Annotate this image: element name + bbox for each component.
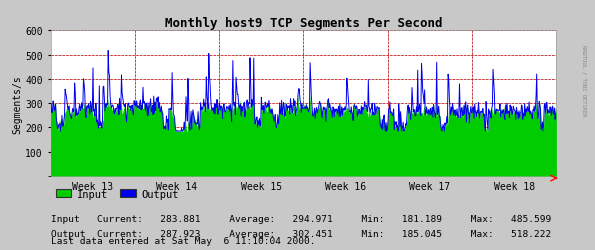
Title: Monthly host9 TCP Segments Per Second: Monthly host9 TCP Segments Per Second [165, 17, 442, 30]
Text: Input   Current:   283.881     Average:   294.971     Min:   181.189     Max:   : Input Current: 283.881 Average: 294.971 … [51, 214, 551, 223]
Y-axis label: Segments/s: Segments/s [12, 74, 23, 133]
Text: RRDTOOL / TOBI OETIKER: RRDTOOL / TOBI OETIKER [582, 45, 587, 116]
Text: Last data entered at Sat May  6 11:10:04 2000.: Last data entered at Sat May 6 11:10:04 … [51, 236, 315, 245]
Legend: Input, Output: Input, Output [56, 189, 178, 199]
Text: Output  Current:   287.923     Average:   302.451     Min:   185.045     Max:   : Output Current: 287.923 Average: 302.451… [51, 229, 551, 238]
